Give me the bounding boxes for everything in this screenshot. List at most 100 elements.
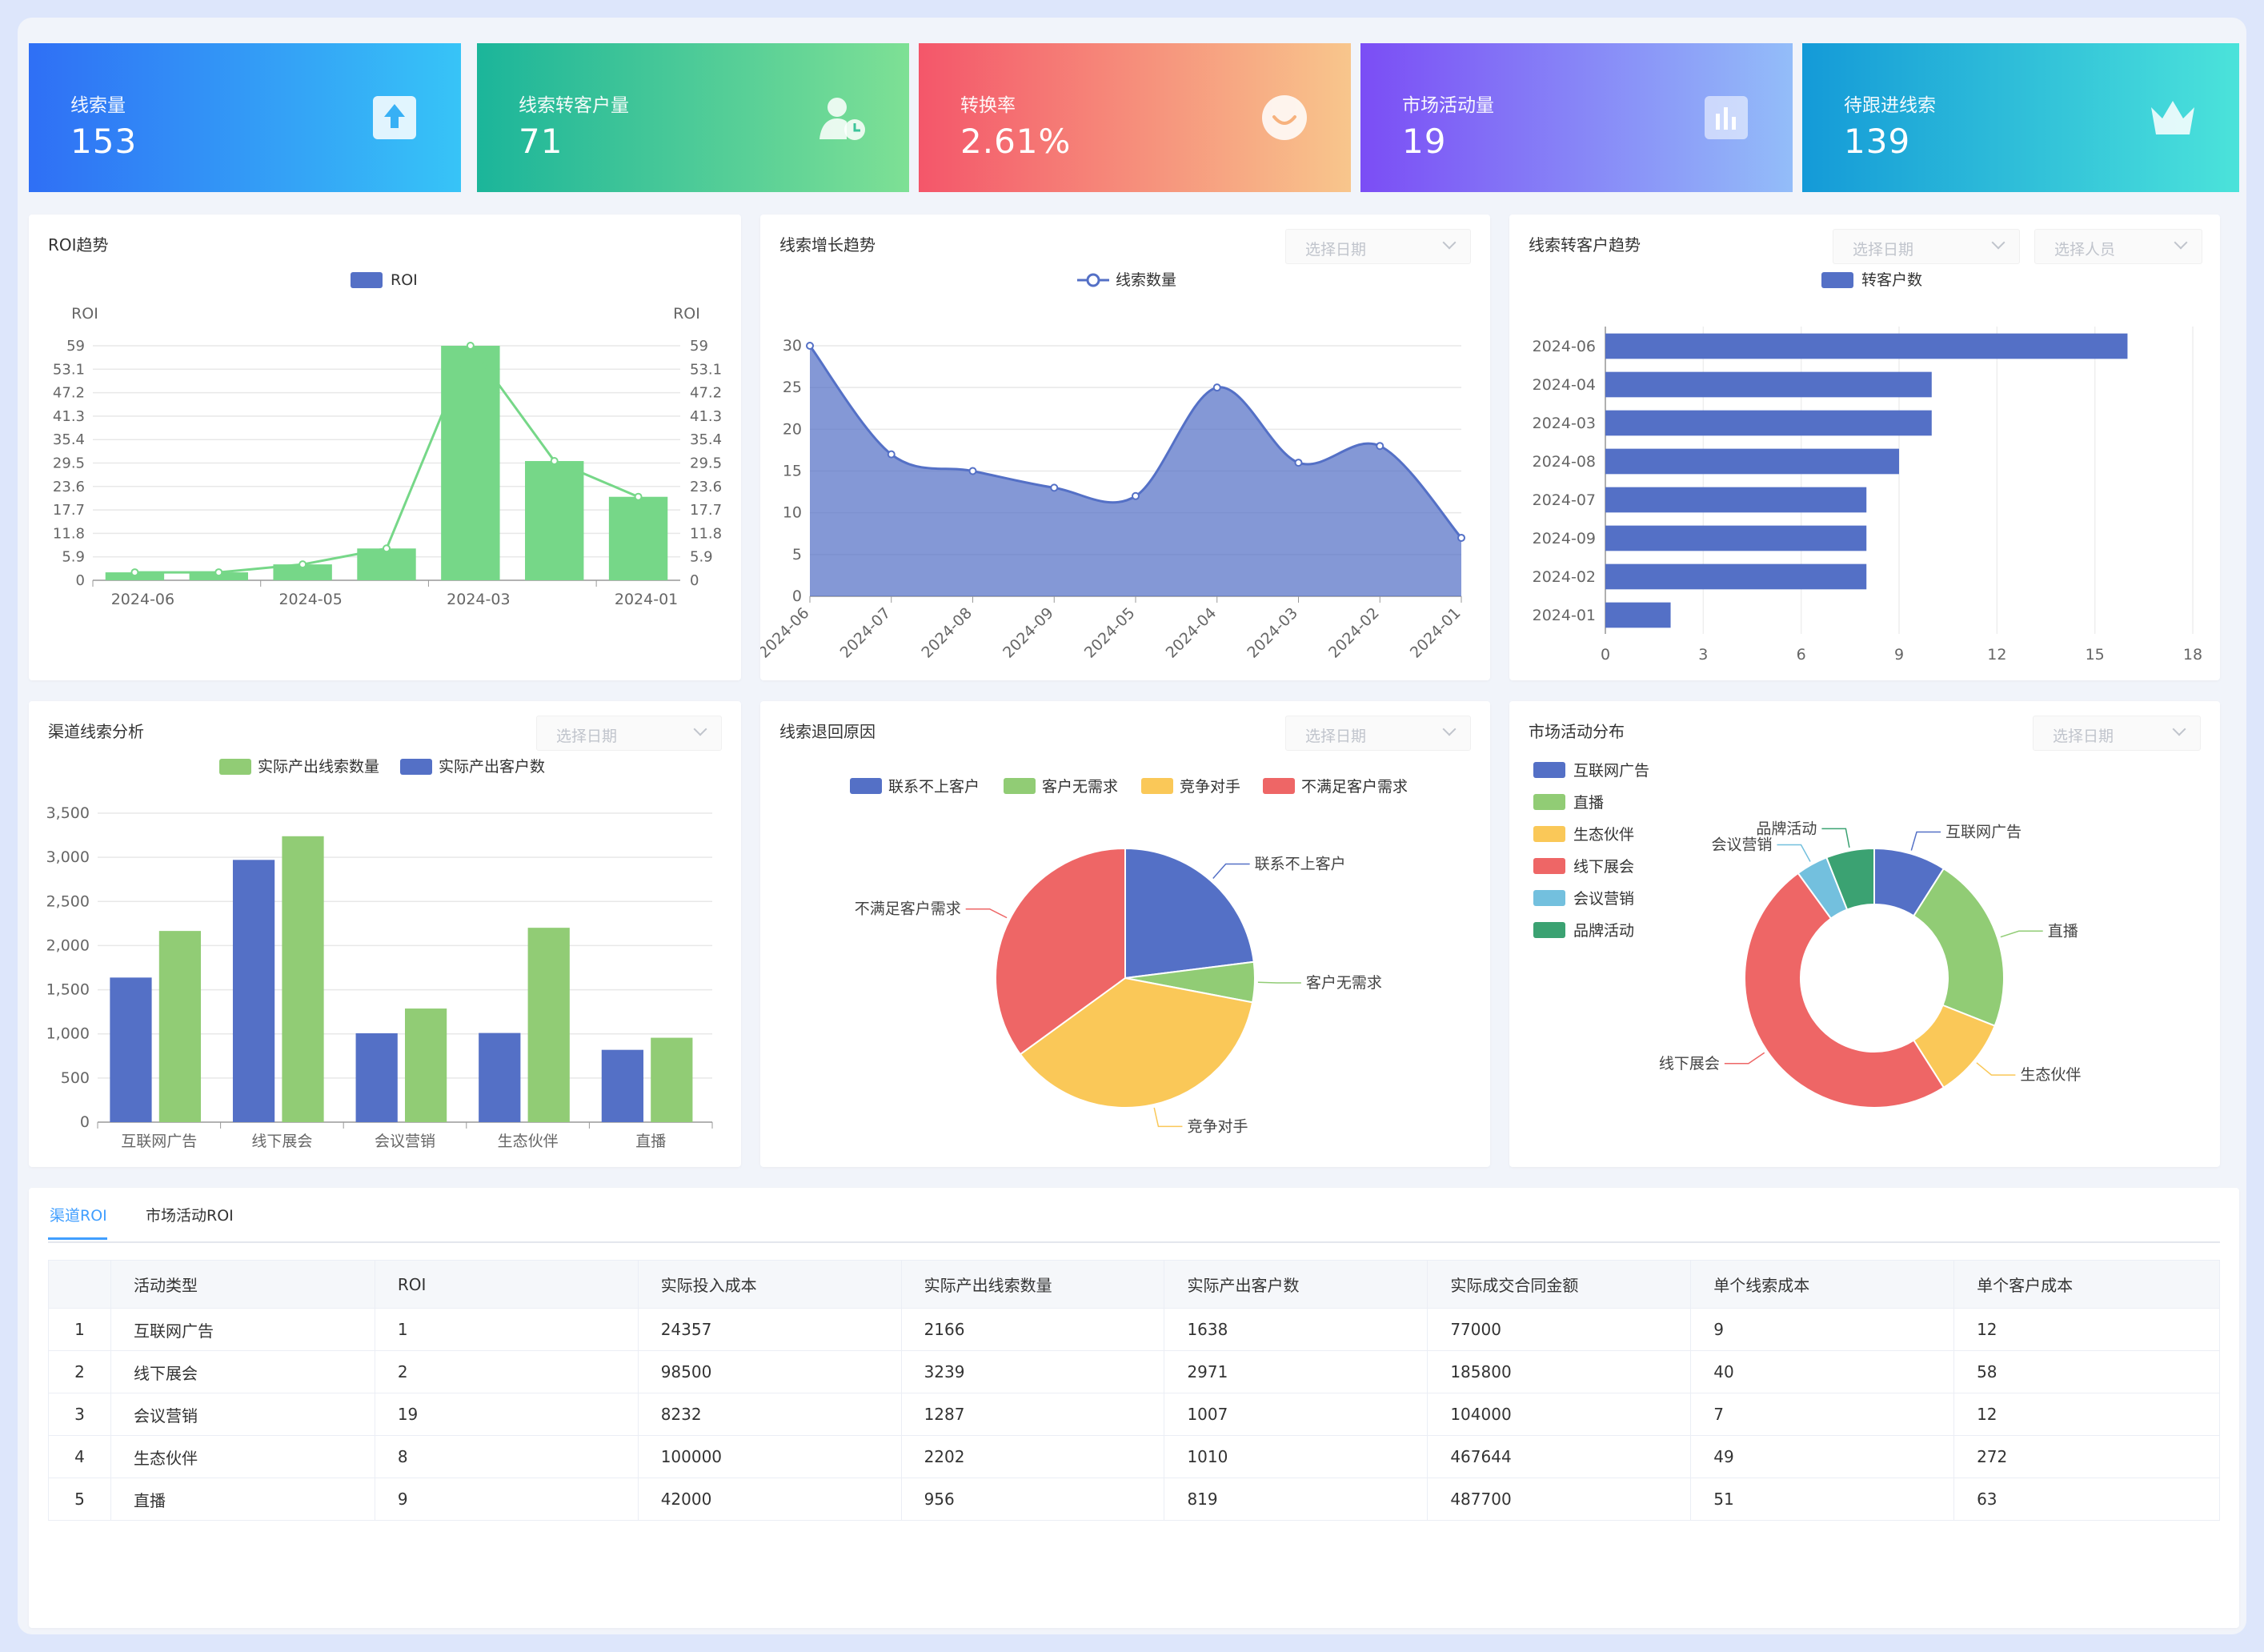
date-select[interactable]: 选择日期 (2033, 716, 2201, 751)
legend-label: 竞争对手 (1180, 778, 1240, 796)
table-cell: 63 (1953, 1478, 2220, 1521)
panel-title: 线索转客户趋势 (1529, 235, 1641, 255)
pie-label: 不满足客户需求 (855, 900, 961, 918)
y-tick-label: 1,000 (46, 1025, 90, 1043)
channel-bar (601, 1049, 643, 1122)
legend-label: 品牌活动 (1573, 922, 1634, 940)
table-cell: 185800 (1427, 1350, 1692, 1393)
area-point (1376, 442, 1384, 451)
pie-label-line (1821, 828, 1850, 848)
x-tick-label: 2024-01 (615, 591, 678, 608)
conversion-bar (1605, 563, 1867, 590)
x-tick-label: 2024-06 (111, 591, 174, 608)
x-tick-label: 2024-05 (278, 591, 342, 608)
x-tick-label: 2024-03 (1244, 604, 1301, 662)
table-cell: 40 (1690, 1350, 1955, 1393)
table-cell: 104000 (1427, 1393, 1692, 1436)
conversion-bar (1605, 410, 1932, 436)
x-tick-label: 9 (1894, 646, 1904, 664)
panel-title: 线索增长趋势 (779, 235, 876, 255)
area-fill (810, 346, 1461, 596)
y-tick-label: 3,500 (46, 804, 90, 822)
area-point (1457, 533, 1465, 542)
pie-label: 客户无需求 (1306, 974, 1382, 992)
conversion-bar (1605, 333, 2128, 359)
y-tick-label: 2024-02 (1533, 568, 1596, 586)
legend-swatch (1533, 922, 1565, 938)
table-cell: 487700 (1427, 1478, 1692, 1521)
table-cell: 1 (48, 1308, 111, 1351)
area-point (1050, 483, 1059, 492)
upload-icon (373, 96, 416, 139)
channel-analysis-panel: 渠道线索分析 选择日期 实际产出线索数量 实际产出客户数 0 500 1,000 1,50… (29, 701, 741, 1167)
x-tick-label: 2024-04 (1163, 604, 1220, 662)
legend-label: 实际产出客户数 (439, 758, 545, 776)
table-cell: 2 (374, 1350, 639, 1393)
y-tick-label: 11.8 (53, 525, 85, 542)
y-axis-title: ROI (71, 305, 98, 323)
legend-swatch (1141, 778, 1173, 794)
legend-label: 线下展会 (1573, 858, 1634, 876)
panel-title: ROI趋势 (48, 235, 109, 255)
legend-swatch (1533, 858, 1565, 874)
legend-swatch (850, 778, 882, 794)
legend-swatch (1533, 762, 1565, 778)
bar-chart-icon (1705, 96, 1748, 139)
y-tick-label: 30 (783, 337, 802, 355)
conversion-trend-chart: 转客户数 0 3 6 9 12 15 18 2024-06 2024-04 2024-03 2024-… (1533, 271, 2202, 664)
table-cell: 2971 (1164, 1350, 1429, 1393)
crown-icon (2151, 101, 2194, 134)
pie-label-line (1777, 844, 1811, 862)
date-select[interactable]: 选择日期 (1285, 229, 1471, 264)
y-tick-label: 2024-07 (1533, 491, 1596, 509)
kpi-card: 市场活动量 19 (1360, 43, 1793, 192)
tab-channel-roi[interactable]: 渠道ROI (50, 1204, 107, 1225)
kpi-card: 线索转客户量 71 (477, 43, 909, 192)
legend-swatch (219, 759, 251, 775)
channel-bar (651, 1037, 693, 1122)
y-tick-label: 10 (783, 504, 802, 522)
legend-swatch (1533, 890, 1565, 906)
legend-swatch (1263, 778, 1295, 794)
activity-distribution-panel: 市场活动分布 选择日期 互联网广告 直播 生态伙伴 线下展会 会议营销 品牌活动 互联网广告… (1509, 701, 2220, 1167)
x-tick-label: 2024-03 (447, 591, 510, 608)
table-cell: 线下展会 (110, 1350, 375, 1393)
area-point (1212, 383, 1221, 392)
y-tick-label: 2024-06 (1533, 338, 1596, 355)
y-tick-label: 11.8 (690, 525, 722, 542)
kpi-label: 线索量 (70, 95, 126, 116)
channel-bar (355, 1032, 398, 1122)
table-cell: 49 (1690, 1435, 1955, 1478)
x-tick-label: 6 (1797, 646, 1806, 664)
area-point (806, 342, 814, 350)
person-select[interactable]: 选择人员 (2034, 229, 2202, 264)
roi-trend-chart: ROI ROI ROI 0 0 5.9 5.9 11.8 11.8 17.7 17.7 23.6 23.… (53, 271, 722, 608)
table-header-row: 活动类型 ROI 实际投入成本 实际产出线索数量 实际产出客户数 实际成交合同金额 单个线索… (48, 1260, 2220, 1309)
area-line (808, 345, 1463, 539)
date-select[interactable]: 选择日期 (1285, 716, 1471, 751)
y-tick-label: 2,000 (46, 936, 90, 954)
table-cell: 12 (1953, 1308, 2220, 1351)
y-tick-label: 29.5 (690, 455, 722, 472)
column-header: 实际成交合同金额 (1427, 1260, 1692, 1309)
table-cell: 互联网广告 (110, 1308, 375, 1351)
x-tick-label: 0 (1601, 646, 1610, 664)
conversion-bar (1605, 371, 1932, 398)
column-header: 单个线索成本 (1690, 1260, 1955, 1309)
y-tick-label: 23.6 (690, 479, 722, 495)
kpi-label: 线索转客户量 (519, 95, 629, 116)
y-tick-label: 29.5 (53, 455, 85, 472)
legend-label: 客户无需求 (1042, 778, 1118, 796)
date-select[interactable]: 选择日期 (536, 716, 722, 751)
table-cell: 2202 (900, 1435, 1165, 1478)
date-select[interactable]: 选择日期 (1833, 229, 2020, 264)
pie-label-line (2000, 930, 2043, 938)
table-cell: 生态伙伴 (110, 1435, 375, 1478)
area-point (1132, 491, 1140, 500)
legend-swatch (1533, 794, 1565, 810)
roi-point (130, 568, 139, 577)
conversion-trend-panel: 线索转客户趋势 选择日期 选择人员 转客户数 0 3 6 9 12 15 18 2024-06 2… (1509, 215, 2220, 680)
table-cell: 956 (900, 1478, 1165, 1521)
table-cell: 1638 (1164, 1308, 1429, 1351)
tab-activity-roi[interactable]: 市场活动ROI (146, 1204, 234, 1225)
